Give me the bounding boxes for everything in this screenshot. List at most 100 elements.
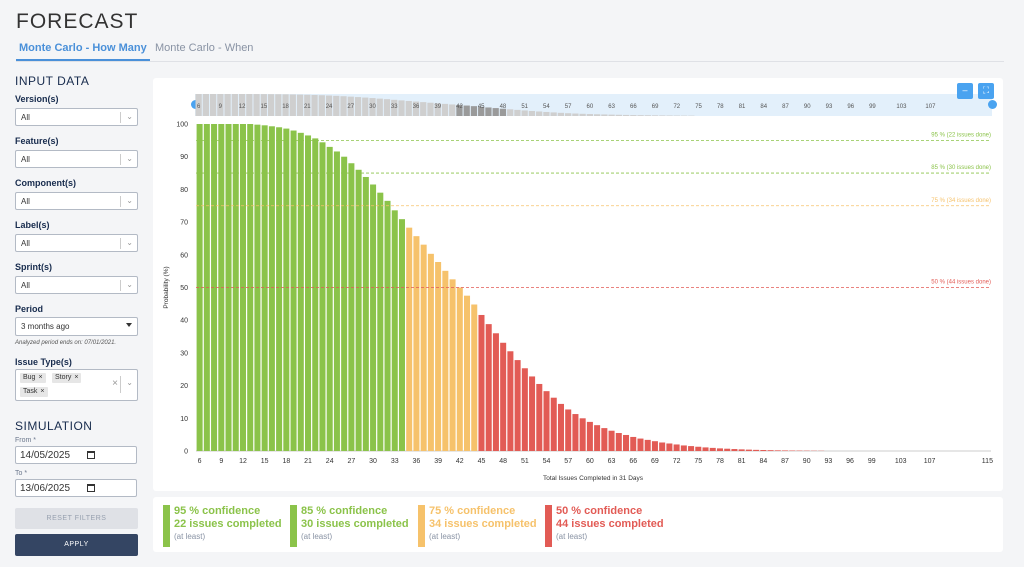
issue-type-chip[interactable]: Task × xyxy=(20,387,48,397)
bar xyxy=(572,414,579,451)
slider-tick-label: 99 xyxy=(869,104,876,110)
component-select[interactable]: All ⌄ xyxy=(15,192,138,210)
bar xyxy=(637,438,644,451)
confidence-color-bar xyxy=(163,505,170,547)
bar xyxy=(623,434,630,451)
slider-tick-label: 72 xyxy=(673,104,680,110)
slider-mini-bar xyxy=(238,94,246,116)
bar xyxy=(615,433,622,451)
confidence-level: 95 % confidence xyxy=(174,505,261,517)
slider-mini-bar xyxy=(405,100,412,116)
y-tick-label: 90 xyxy=(180,154,188,161)
slider-mini-bar xyxy=(456,105,463,116)
chart-panel: – ⛶ 6 9 12 15 18 21 24 27 30 33 36 39 42 45 48 51 54 57 60… xyxy=(153,78,1003,491)
from-date-input[interactable]: 14/05/2025 xyxy=(15,446,137,464)
bar xyxy=(557,403,564,451)
tab-bar: Monte Carlo - How Many Monte Carlo - Whe… xyxy=(16,40,1004,62)
clear-icon[interactable]: × xyxy=(112,378,118,389)
chevron-down-icon: ⌄ xyxy=(126,196,133,205)
x-tick-label: 9 xyxy=(219,458,223,465)
bar xyxy=(355,169,362,451)
to-date-value: 13/06/2025 xyxy=(20,483,71,494)
bar xyxy=(341,156,348,451)
fullscreen-button[interactable]: ⛶ xyxy=(978,83,994,99)
slider-mini-bar xyxy=(304,94,311,116)
bar xyxy=(579,418,586,451)
label-select[interactable]: All ⌄ xyxy=(15,234,138,252)
sprint-select[interactable]: All ⌄ xyxy=(15,276,138,294)
feature-select[interactable]: All ⌄ xyxy=(15,150,138,168)
slider-mini-bar xyxy=(260,94,267,116)
zoom-out-button[interactable]: – xyxy=(957,83,973,99)
slider-mini-bar xyxy=(543,111,550,116)
issue-type-chip[interactable]: Story × xyxy=(52,373,82,383)
bar xyxy=(659,442,666,451)
x-tick-label: 63 xyxy=(608,458,616,465)
remove-icon[interactable]: × xyxy=(38,374,43,381)
issue-type-select[interactable]: Bug × Story × Task × × ⌄ xyxy=(15,369,138,401)
bar xyxy=(326,146,333,451)
y-axis-label: Probability (%) xyxy=(163,266,170,308)
remove-icon[interactable]: × xyxy=(74,374,79,381)
sprint-label: Sprint(s) xyxy=(15,262,52,272)
bar xyxy=(767,450,774,451)
remove-icon[interactable]: × xyxy=(40,388,45,395)
bar xyxy=(586,421,593,451)
x-tick-label: 90 xyxy=(803,458,811,465)
bar xyxy=(391,210,398,451)
issues-completed: 44 issues completed xyxy=(556,518,664,530)
threshold-label: 85 % (30 issues done) xyxy=(931,165,991,171)
version-select[interactable]: All ⌄ xyxy=(15,108,138,126)
slider-mini-bar xyxy=(325,95,333,116)
version-label: Version(s) xyxy=(15,94,59,104)
bar xyxy=(456,287,463,451)
confidence-card-85: 85 % confidence 30 issues completed (at … xyxy=(290,505,409,547)
slider-tick-label: 42 xyxy=(456,104,463,110)
bar xyxy=(312,138,319,451)
slider-tick-label: 9 xyxy=(219,104,223,110)
x-tick-label: 18 xyxy=(282,458,290,465)
bar xyxy=(782,450,789,451)
bar xyxy=(565,409,572,451)
bar xyxy=(644,439,651,451)
slider-tick-label: 51 xyxy=(521,104,528,110)
page-title: FORECAST xyxy=(16,10,139,33)
slider-tick-label: 60 xyxy=(587,104,594,110)
bar xyxy=(305,135,312,451)
threshold-label: 75 % (34 issues done) xyxy=(931,198,991,204)
y-tick-label: 50 xyxy=(180,285,188,292)
y-tick-label: 100 xyxy=(176,122,188,129)
confidence-level: 75 % confidence xyxy=(429,505,516,517)
slider-tick-label: 24 xyxy=(326,104,333,110)
slider-mini-bar xyxy=(420,102,427,116)
x-tick-label: 48 xyxy=(499,458,507,465)
chevron-down-icon: ⌄ xyxy=(126,238,133,247)
confidence-color-bar xyxy=(545,505,552,547)
slider-tick-label: 103 xyxy=(896,104,907,110)
calendar-icon[interactable] xyxy=(87,451,95,459)
slider-tick-label: 57 xyxy=(565,104,572,110)
slider-mini-bar xyxy=(209,94,217,116)
bar xyxy=(471,304,478,451)
bar xyxy=(695,446,702,451)
slider-mini-bar xyxy=(651,115,659,116)
x-tick-label: 87 xyxy=(781,458,789,465)
tab-monte-carlo-how-many[interactable]: Monte Carlo - How Many xyxy=(16,40,150,61)
simulation-title: SIMULATION xyxy=(15,419,93,433)
y-tick-label: 20 xyxy=(180,383,188,390)
period-value: 3 months ago xyxy=(21,322,70,331)
reset-filters-button[interactable]: RESET FILTERS xyxy=(15,508,138,529)
slider-mini-bar xyxy=(615,114,622,116)
bar xyxy=(601,428,608,451)
x-tick-label: 33 xyxy=(391,458,399,465)
to-date-input[interactable]: 13/06/2025 xyxy=(15,479,137,497)
apply-button[interactable]: APPLY xyxy=(15,534,138,556)
slider-mini-bar xyxy=(282,94,289,116)
range-slider-right-handle[interactable] xyxy=(988,100,997,109)
tab-monte-carlo-when[interactable]: Monte Carlo - When xyxy=(155,42,254,54)
period-label: Period xyxy=(15,304,44,314)
bar xyxy=(485,324,492,451)
issue-type-chip[interactable]: Bug × xyxy=(20,373,46,383)
period-select[interactable]: 3 months ago xyxy=(15,317,138,336)
calendar-icon[interactable] xyxy=(87,484,95,492)
